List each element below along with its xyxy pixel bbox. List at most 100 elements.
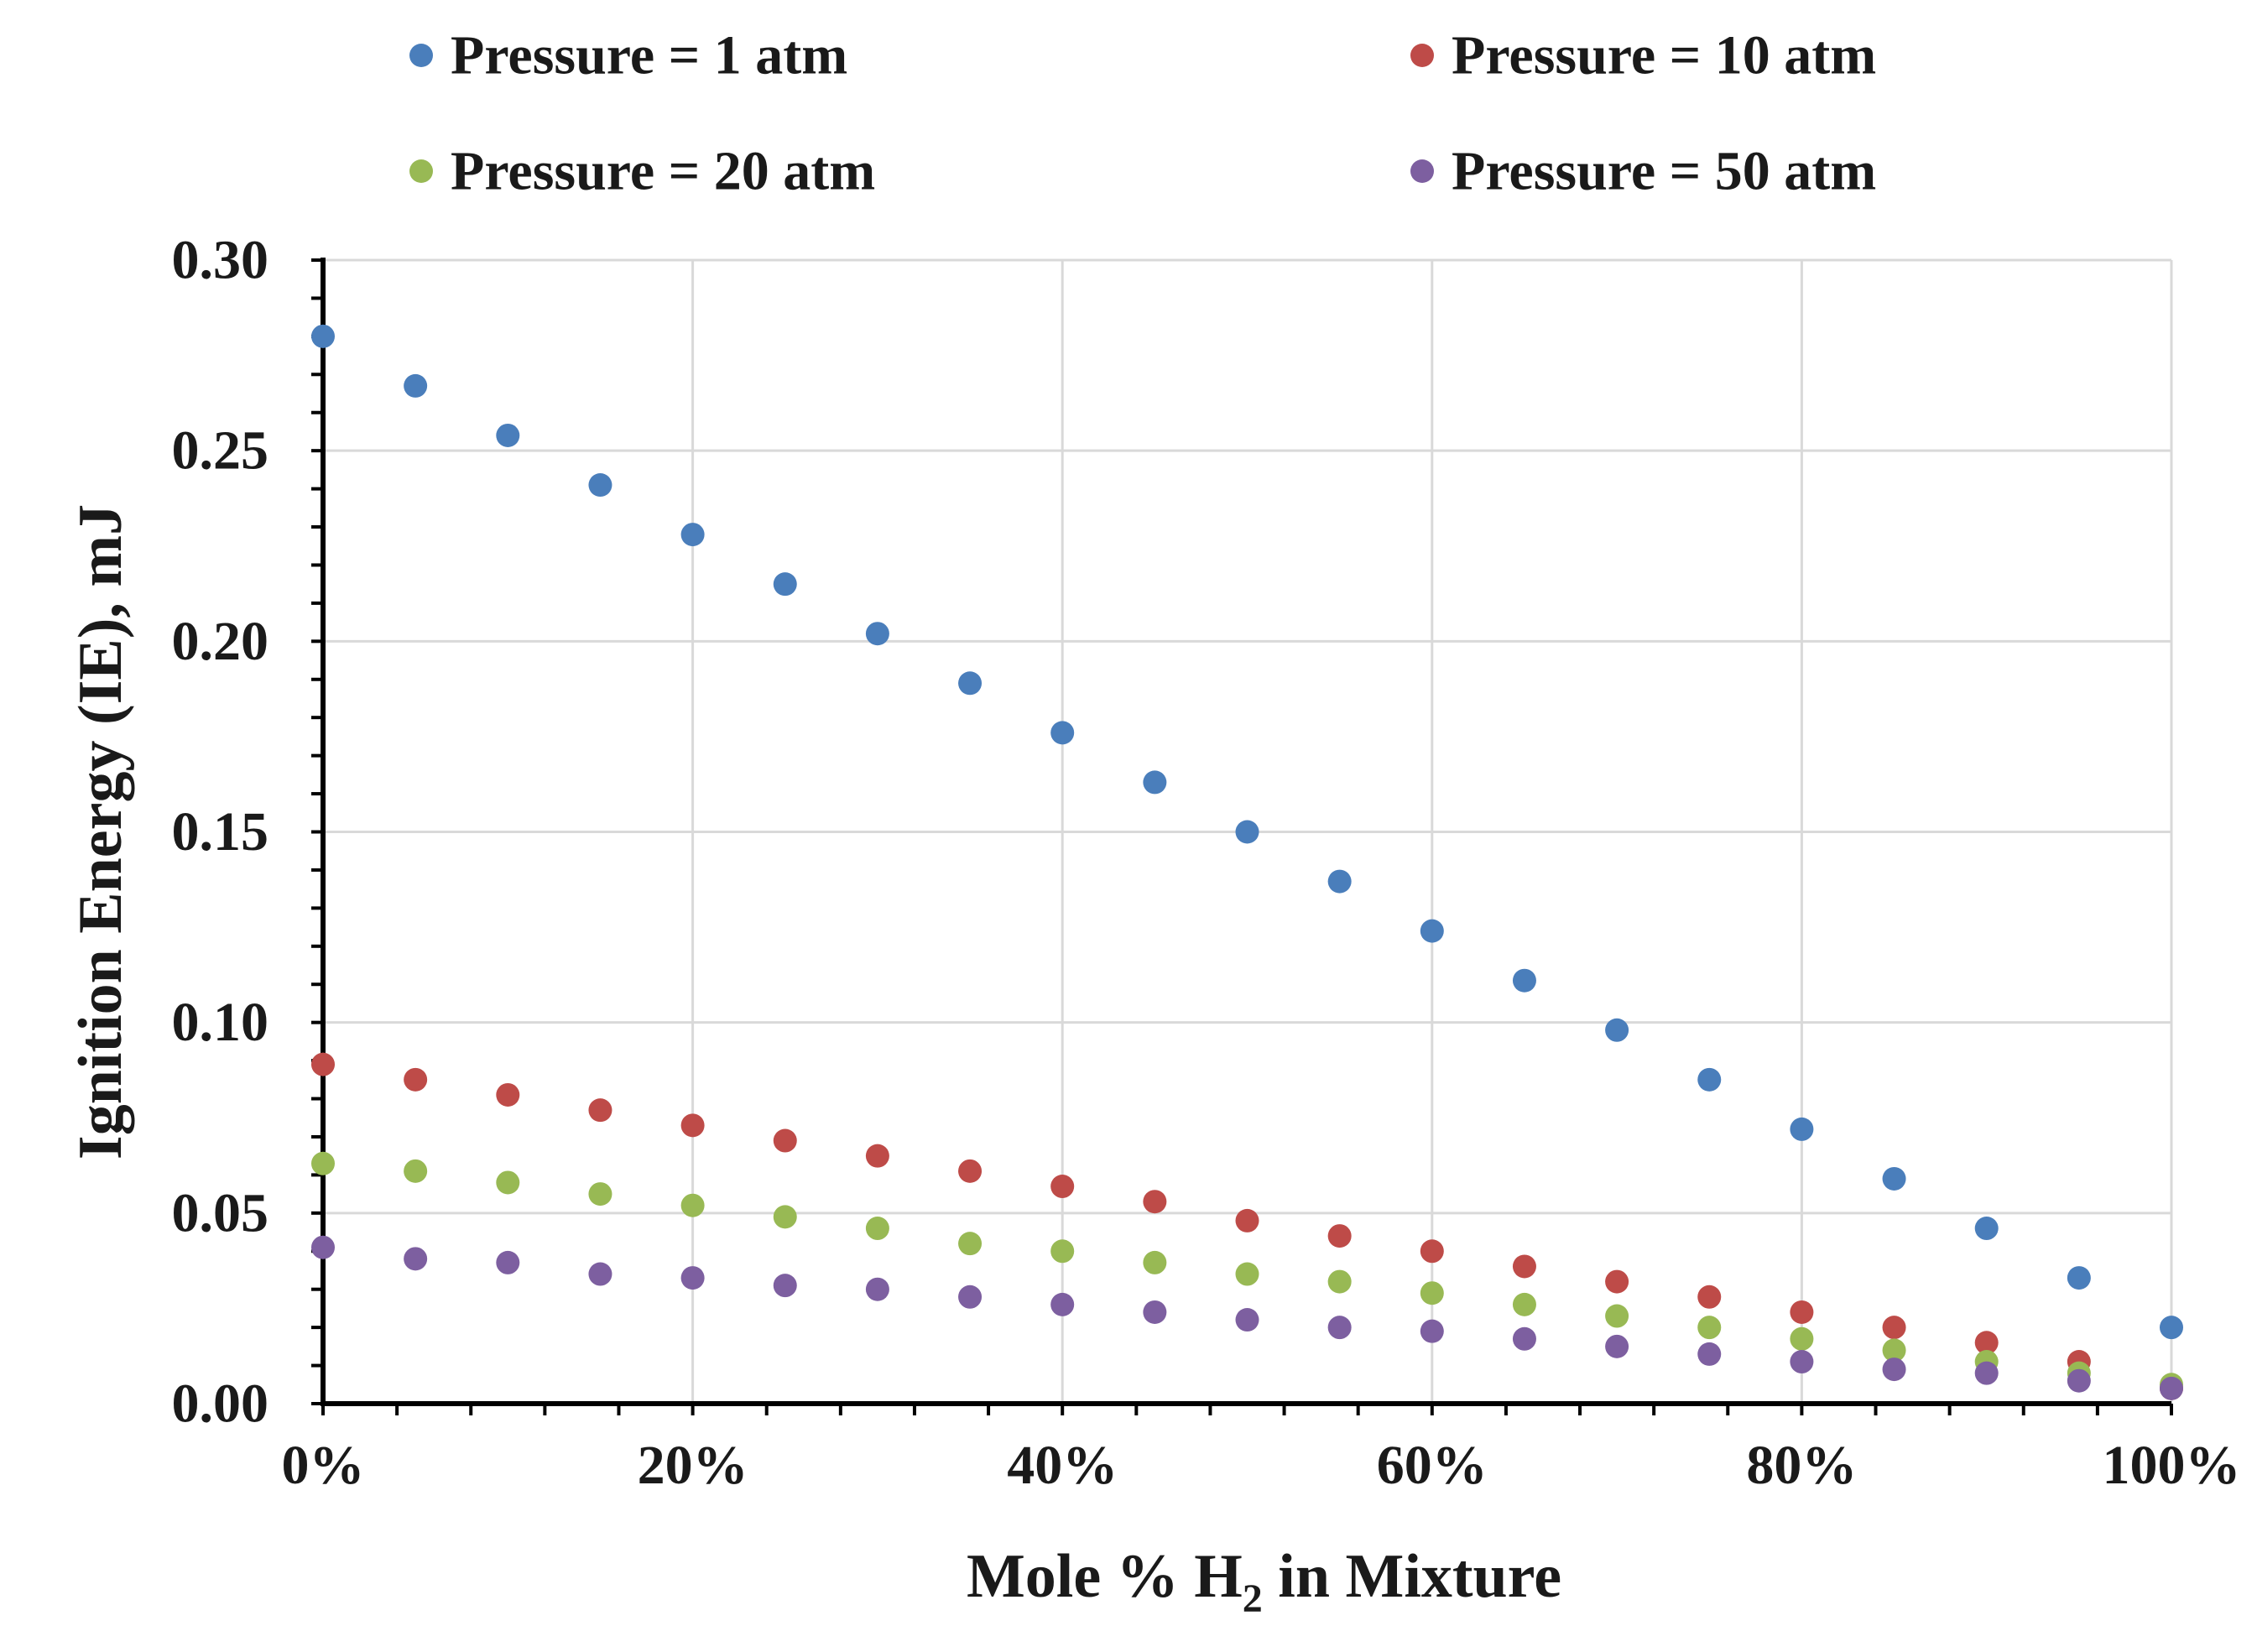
data-point	[958, 671, 983, 696]
data-point	[1512, 1326, 1536, 1351]
data-point	[1327, 1224, 1352, 1248]
data-point	[496, 1250, 520, 1274]
data-point	[1882, 1166, 1906, 1191]
data-point	[588, 1182, 612, 1206]
legend-label: Pressure = 50 atm	[1452, 141, 1876, 202]
data-point	[1420, 1239, 1444, 1264]
legend-label: Pressure = 10 atm	[1452, 25, 1876, 86]
x-tick-label: 20%	[638, 1435, 748, 1496]
data-point	[1512, 1254, 1536, 1279]
data-point	[773, 1205, 797, 1229]
data-point	[865, 1217, 889, 1241]
tick-labels: 0.00 0.05 0.10 0.15 0.20 0.25 0.30 0% 20% 40% 60% 8…	[172, 230, 2241, 1497]
x-axis-title: Mole % H2 in Mixture	[967, 1542, 1561, 1621]
axis-titles: Mole % H2 in Mixture Ignition Energy (IE)…	[66, 504, 1561, 1621]
x-tick-label: 0%	[282, 1435, 365, 1496]
data-point	[1605, 1269, 1629, 1294]
data-point	[1420, 1319, 1444, 1343]
legend-marker	[409, 159, 433, 183]
data-point	[1605, 1018, 1629, 1042]
data-point	[2067, 1266, 2091, 1290]
data-point	[1235, 1208, 1259, 1232]
data-point	[958, 1232, 983, 1256]
data-points	[311, 324, 2183, 1400]
data-point	[1605, 1304, 1629, 1328]
data-point	[680, 523, 705, 547]
data-point	[1235, 1262, 1259, 1286]
data-point	[1420, 919, 1444, 943]
y-axis-title: Ignition Energy (IE), mJ	[66, 504, 135, 1160]
data-point	[1697, 1285, 1722, 1309]
y-tick-label: 0.10	[172, 992, 269, 1053]
data-point	[958, 1159, 983, 1183]
data-point	[680, 1193, 705, 1217]
data-point	[1974, 1361, 1999, 1385]
data-point	[404, 373, 428, 398]
y-tick-label: 0.25	[172, 420, 269, 482]
data-point	[1050, 721, 1075, 745]
data-point	[1512, 968, 1536, 993]
x-tick-label: 60%	[1377, 1435, 1488, 1496]
data-point	[680, 1113, 705, 1138]
data-point	[496, 1082, 520, 1107]
data-point	[865, 622, 889, 646]
legend: Pressure = 1 atm Pressure = 10 atm Pressur…	[409, 25, 1876, 202]
data-point	[1790, 1117, 1814, 1141]
y-tick-label: 0.05	[172, 1182, 269, 1243]
y-tick-label: 0.00	[172, 1373, 269, 1435]
data-point	[404, 1067, 428, 1092]
legend-label: Pressure = 20 atm	[451, 141, 875, 202]
data-point	[496, 1170, 520, 1195]
data-point	[1882, 1358, 1906, 1382]
data-point	[865, 1144, 889, 1168]
data-point	[1050, 1239, 1075, 1264]
legend-marker	[1410, 159, 1434, 183]
data-point	[1882, 1316, 1906, 1340]
grid-lines	[323, 258, 2173, 1404]
data-point	[1327, 1316, 1352, 1340]
data-point	[1050, 1175, 1075, 1199]
data-point	[773, 572, 797, 597]
data-point	[1327, 869, 1352, 894]
data-point	[404, 1159, 428, 1183]
data-point	[1512, 1292, 1536, 1316]
data-point	[1697, 1342, 1722, 1366]
data-point	[1143, 770, 1167, 795]
data-point	[1143, 1300, 1167, 1324]
legend-marker	[409, 44, 433, 67]
data-point	[404, 1247, 428, 1271]
data-point	[311, 1235, 335, 1259]
legend-marker	[1410, 44, 1434, 67]
data-point	[1605, 1334, 1629, 1358]
data-point	[588, 1262, 612, 1286]
data-point	[1790, 1300, 1814, 1324]
data-point	[1882, 1338, 1906, 1363]
data-point	[1050, 1292, 1075, 1316]
x-tick-label: 100%	[2103, 1435, 2241, 1496]
data-point	[680, 1266, 705, 1290]
data-point	[311, 324, 335, 348]
data-point	[1697, 1316, 1722, 1340]
x-tick-label: 40%	[1007, 1435, 1118, 1496]
data-point	[311, 1151, 335, 1175]
y-tick-label: 0.20	[172, 611, 269, 672]
data-point	[588, 473, 612, 498]
data-point	[865, 1277, 889, 1301]
data-point	[311, 1052, 335, 1076]
data-point	[2160, 1316, 2183, 1340]
data-point	[1143, 1190, 1167, 1214]
data-point	[1327, 1269, 1352, 1294]
x-tick-label: 80%	[1746, 1435, 1857, 1496]
data-point	[958, 1285, 983, 1309]
legend-label: Pressure = 1 atm	[451, 25, 847, 86]
data-point	[1420, 1281, 1444, 1305]
data-point	[773, 1128, 797, 1153]
data-point	[1790, 1326, 1814, 1351]
data-point	[1697, 1067, 1722, 1092]
data-point	[1790, 1350, 1814, 1374]
data-point	[1235, 1308, 1259, 1332]
data-point	[496, 423, 520, 447]
data-point	[2160, 1376, 2183, 1400]
